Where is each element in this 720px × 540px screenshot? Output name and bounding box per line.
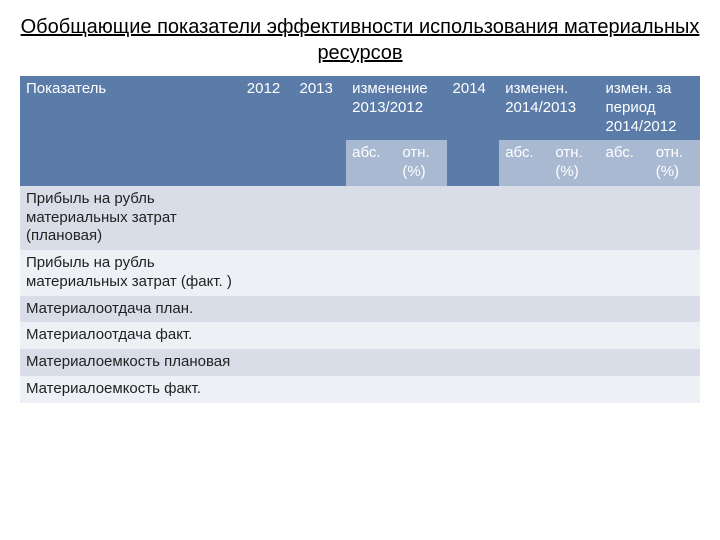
col-2012: 2012 [241,76,294,186]
header-row-1: Показатель 2012 2013 изменение 2013/2012… [20,76,700,140]
table-row: Материалоемкость факт. [20,376,700,403]
cell [650,186,700,250]
cell [396,376,446,403]
row-label: Материалоотдача факт. [20,322,241,349]
col-indicator: Показатель [20,76,241,186]
page-title: Обобщающие показатели эффективности испо… [20,14,700,66]
cell [650,250,700,296]
cell [396,296,446,323]
cell [396,250,446,296]
cell [650,349,700,376]
cell [346,376,396,403]
cell [650,376,700,403]
col-change-2014-2012: измен. за период 2014/2012 [600,76,700,140]
cell [447,186,500,250]
cell [241,349,294,376]
cell [293,296,346,323]
cell [346,296,396,323]
cell [396,186,446,250]
cell [447,296,500,323]
cell [650,296,700,323]
cell [549,376,599,403]
cell [293,322,346,349]
cell [549,296,599,323]
cell [549,250,599,296]
cell [447,250,500,296]
cell [499,296,549,323]
table-row: Материалоотдача план. [20,296,700,323]
cell [549,322,599,349]
cell [241,376,294,403]
cell [549,186,599,250]
table-row: Материалоотдача факт. [20,322,700,349]
cell [293,376,346,403]
cell [346,186,396,250]
col-abs-2: абс. [499,140,549,186]
cell [499,349,549,376]
cell [447,349,500,376]
col-rel-3: отн. (%) [650,140,700,186]
cell [293,349,346,376]
cell [600,322,650,349]
cell [600,186,650,250]
cell [600,349,650,376]
col-change-2014-2013: изменен. 2014/2013 [499,76,599,140]
cell [293,250,346,296]
cell [499,376,549,403]
col-abs-1: абс. [346,140,396,186]
row-label: Прибыль на рубль материальных затрат (пл… [20,186,241,250]
cell [549,349,599,376]
cell [346,250,396,296]
cell [346,349,396,376]
row-label: Прибыль на рубль материальных затрат (фа… [20,250,241,296]
cell [600,296,650,323]
table-row: Прибыль на рубль материальных затрат (пл… [20,186,700,250]
table-row: Материалоемкость плановая [20,349,700,376]
cell [447,322,500,349]
row-label: Материалоотдача план. [20,296,241,323]
cell [241,186,294,250]
cell [241,250,294,296]
col-abs-3: абс. [600,140,650,186]
col-2013: 2013 [293,76,346,186]
cell [447,376,500,403]
row-label: Материалоемкость плановая [20,349,241,376]
cell [241,296,294,323]
cell [499,250,549,296]
col-change-2013-2012: изменение 2013/2012 [346,76,446,140]
indicators-table: Показатель 2012 2013 изменение 2013/2012… [20,76,700,403]
col-rel-2: отн. (%) [549,140,599,186]
cell [499,322,549,349]
cell [600,250,650,296]
cell [600,376,650,403]
cell [346,322,396,349]
cell [650,322,700,349]
cell [499,186,549,250]
cell [396,322,446,349]
col-rel-1: отн. (%) [396,140,446,186]
cell [396,349,446,376]
row-label: Материалоемкость факт. [20,376,241,403]
slide: Обобщающие показатели эффективности испо… [0,0,720,540]
cell [293,186,346,250]
table-row: Прибыль на рубль материальных затрат (фа… [20,250,700,296]
cell [241,322,294,349]
col-2014: 2014 [447,76,500,186]
